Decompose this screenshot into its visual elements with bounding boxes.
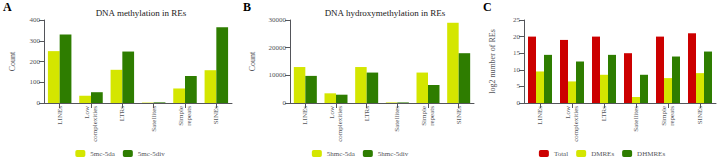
svg-text:Total: Total	[554, 150, 568, 158]
svg-text:LTRs: LTRs	[118, 106, 126, 122]
svg-text:300: 300	[30, 37, 41, 45]
svg-text:complexities: complexities	[572, 106, 580, 142]
svg-text:5: 5	[517, 82, 521, 90]
svg-text:Simple: Simple	[420, 106, 428, 126]
svg-text:SINEs: SINEs	[696, 106, 704, 125]
svg-text:DNA hydroxymethylation in REs: DNA hydroxymethylation in REs	[325, 8, 446, 18]
svg-text:10: 10	[513, 66, 521, 74]
svg-text:C: C	[483, 0, 492, 14]
svg-text:repeats: repeats	[668, 106, 676, 126]
svg-text:Low: Low	[83, 105, 91, 119]
svg-text:0: 0	[517, 99, 521, 107]
svg-text:20: 20	[513, 33, 521, 41]
svg-text:0: 0	[37, 99, 41, 107]
svg-text:Low: Low	[328, 105, 336, 119]
svg-text:repeats: repeats	[185, 106, 193, 126]
svg-text:15: 15	[513, 49, 521, 57]
svg-text:SINEs: SINEs	[455, 106, 463, 125]
svg-text:Simple: Simple	[660, 106, 668, 126]
svg-text:Satellites: Satellites	[632, 106, 640, 132]
svg-text:B: B	[243, 0, 251, 14]
svg-text:25: 25	[513, 16, 521, 24]
svg-text:LINEs: LINEs	[301, 106, 309, 125]
svg-text:200: 200	[30, 58, 41, 66]
svg-text:5hmc-5da: 5hmc-5da	[327, 150, 356, 158]
svg-text:SINEs: SINEs	[212, 106, 220, 125]
svg-text:DMREs: DMREs	[591, 150, 614, 158]
svg-text:DHMREs: DHMREs	[637, 150, 665, 158]
svg-text:repeats: repeats	[428, 106, 436, 126]
svg-text:LTRs: LTRs	[363, 106, 371, 122]
svg-text:20000: 20000	[269, 44, 287, 52]
svg-text:0: 0	[283, 99, 287, 107]
svg-text:30000: 30000	[269, 16, 287, 24]
svg-text:Simple: Simple	[177, 106, 185, 126]
svg-text:log2 number of REs: log2 number of REs	[488, 29, 497, 94]
svg-text:Count: Count	[8, 51, 17, 71]
svg-text:Count: Count	[248, 51, 257, 71]
svg-text:Satellites: Satellites	[150, 106, 158, 132]
svg-text:100: 100	[30, 78, 41, 86]
svg-text:5hmc-5div: 5hmc-5div	[378, 150, 409, 158]
svg-text:LINEs: LINEs	[536, 106, 544, 125]
svg-text:5mc-5div: 5mc-5div	[138, 150, 165, 158]
svg-text:complexities: complexities	[336, 106, 344, 142]
svg-text:A: A	[3, 0, 12, 14]
svg-text:LINEs: LINEs	[56, 106, 64, 125]
svg-text:Low: Low	[564, 105, 572, 119]
svg-text:DNA methylation in REs: DNA methylation in REs	[96, 8, 187, 18]
svg-text:10000: 10000	[269, 71, 287, 79]
svg-text:LTRs: LTRs	[600, 106, 608, 122]
svg-text:5mc-5da: 5mc-5da	[90, 150, 115, 158]
svg-text:400: 400	[30, 16, 41, 24]
svg-text:complexities: complexities	[91, 106, 99, 142]
svg-text:Satellites: Satellites	[393, 106, 401, 132]
